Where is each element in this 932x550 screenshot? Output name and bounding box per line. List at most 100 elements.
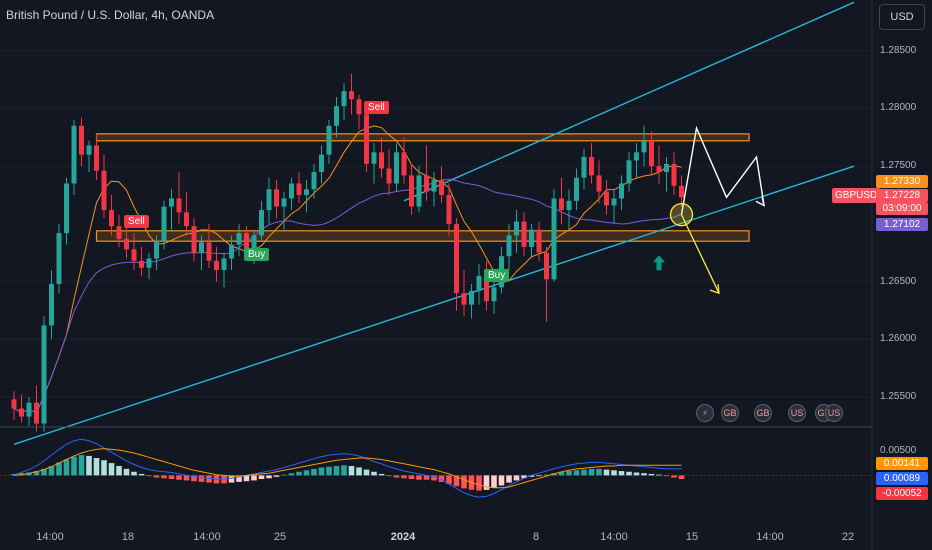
- candle: [319, 145, 324, 184]
- candle-body: [401, 152, 407, 176]
- macd-histogram-bar: [273, 475, 280, 477]
- macd-signal-label: 0.00141: [876, 457, 928, 470]
- channel-upper-line: [403, 1, 855, 202]
- macd-histogram-bar: [86, 455, 92, 476]
- macd-histogram-bar: [626, 471, 632, 476]
- candle: [184, 191, 189, 236]
- candle-body: [454, 223, 459, 294]
- candle-body: [41, 325, 47, 424]
- macd-histogram-bar: [671, 475, 677, 478]
- candle-body: [109, 210, 114, 227]
- time-tick-label: 15: [685, 531, 699, 543]
- candle: [259, 200, 264, 242]
- candle-body: [319, 154, 324, 172]
- projection-alternate-arrowhead: [709, 284, 720, 295]
- candle-body: [619, 183, 624, 199]
- candle-body: [596, 175, 602, 192]
- macd-histogram-bar: [648, 473, 655, 476]
- macd-histogram-bar: [93, 458, 100, 476]
- macd-histogram-bar: [168, 475, 175, 479]
- macd-histogram-bar: [453, 475, 460, 487]
- candle-body: [551, 198, 557, 280]
- candle: [236, 223, 242, 257]
- buy-signal-tag: Buy: [244, 248, 270, 262]
- macd-histogram-label: -0.00052: [876, 487, 928, 500]
- macd-histogram-bar: [116, 465, 122, 476]
- macd-histogram-bar: [101, 460, 107, 476]
- sell-signal-tag: Sell: [364, 101, 389, 115]
- candle-body: [154, 241, 159, 259]
- candle-body: [371, 152, 377, 164]
- candle-body: [146, 258, 152, 268]
- time-tick-label: 14:00: [36, 531, 64, 543]
- macd-histogram-bar: [446, 475, 452, 485]
- touch-point-circle: [669, 203, 694, 227]
- currency-button[interactable]: USD: [879, 4, 925, 30]
- candle-body: [529, 229, 534, 247]
- macd-histogram-bar: [588, 468, 595, 476]
- lightning-event-icon[interactable]: ⚡: [696, 404, 714, 422]
- candle-body: [334, 106, 339, 126]
- candle-body: [139, 260, 144, 268]
- candle-body: [634, 152, 639, 161]
- candle-body: [341, 91, 347, 107]
- candle: [371, 143, 377, 184]
- candle: [34, 385, 39, 432]
- flag-event-icon[interactable]: US: [788, 404, 806, 422]
- candle-body: [544, 252, 549, 280]
- candle-body: [574, 177, 579, 201]
- macd-histogram-bar: [348, 465, 355, 476]
- candle: [229, 235, 234, 271]
- flag-event-icon[interactable]: US: [825, 404, 843, 422]
- macd-histogram-bar: [408, 475, 415, 479]
- macd-histogram-bar: [386, 475, 392, 477]
- flag-event-icon[interactable]: GB: [754, 404, 772, 422]
- candle-body: [514, 221, 519, 236]
- price-zone: [95, 230, 750, 242]
- candle: [281, 191, 287, 230]
- candle-body: [191, 226, 197, 253]
- candle: [49, 270, 54, 340]
- candle: [514, 210, 519, 253]
- candle: [581, 148, 587, 190]
- trend-channel: [13, 1, 855, 445]
- macd-histogram-bar: [341, 465, 347, 476]
- macd-histogram-bar: [431, 475, 437, 481]
- macd-histogram-bar: [401, 475, 407, 479]
- candle: [334, 96, 339, 138]
- macd-histogram-bar: [198, 475, 205, 482]
- candle: [641, 125, 647, 167]
- candle: [379, 137, 384, 178]
- candle-body: [221, 258, 227, 271]
- candle: [416, 166, 422, 213]
- macd-histogram-bar: [333, 465, 340, 476]
- candle: [551, 189, 557, 282]
- candle: [304, 180, 309, 213]
- candle-body: [19, 408, 24, 417]
- candle-body: [439, 180, 444, 196]
- time-tick-label: 2024: [390, 531, 416, 543]
- candle: [469, 283, 474, 319]
- macd-histogram-bar: [558, 471, 565, 476]
- macd-histogram-bar: [438, 475, 445, 482]
- candle: [424, 145, 429, 201]
- candle: [506, 223, 512, 271]
- candle: [154, 235, 159, 271]
- candle: [311, 163, 317, 199]
- flag-event-icon[interactable]: GB: [721, 404, 739, 422]
- candle-body: [461, 293, 467, 305]
- candle-body: [281, 198, 287, 207]
- macd-signal-line: [13, 448, 682, 489]
- macd-histogram-bar: [251, 475, 257, 481]
- candle-body: [484, 275, 489, 302]
- macd-histogram-bar: [461, 475, 467, 489]
- candle-body: [131, 249, 137, 261]
- candle-body: [34, 402, 39, 424]
- macd-histogram-bar: [641, 473, 647, 476]
- macd-histogram-bar: [371, 471, 377, 476]
- macd-histogram-bar: [513, 475, 520, 481]
- candles: [11, 73, 684, 432]
- candle-body: [566, 200, 572, 211]
- macd-histogram-bar: [236, 475, 242, 482]
